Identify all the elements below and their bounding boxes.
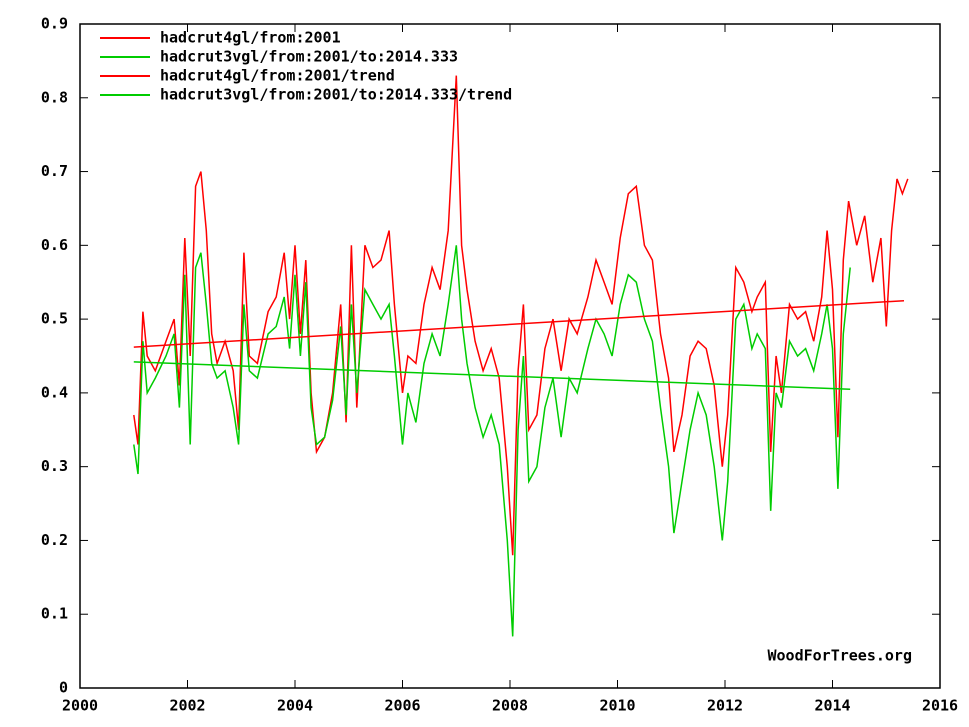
x-tick-label: 2016 [922, 697, 958, 715]
y-tick-label: 0.4 [41, 383, 68, 401]
y-tick-label: 0.9 [41, 15, 68, 33]
legend-label: hadcrut4gl/from:2001 [160, 29, 341, 47]
x-tick-label: 2004 [277, 697, 313, 715]
x-tick-label: 2008 [492, 697, 528, 715]
legend-label: hadcrut3vgl/from:2001/to:2014.333/trend [160, 86, 512, 104]
x-tick-label: 2014 [814, 697, 850, 715]
y-tick-label: 0.6 [41, 236, 68, 254]
x-tick-label: 2010 [599, 697, 635, 715]
x-tick-label: 2012 [707, 697, 743, 715]
y-tick-label: 0.2 [41, 531, 68, 549]
x-tick-label: 2006 [384, 697, 420, 715]
data-line [133, 75, 909, 556]
annotation: WoodForTrees.org [768, 647, 913, 665]
y-tick-label: 0.1 [41, 605, 68, 623]
y-tick-label: 0.7 [41, 162, 68, 180]
data-line [133, 299, 905, 348]
y-tick-label: 0 [59, 679, 68, 697]
y-tick-label: 0.5 [41, 310, 68, 328]
data-line [133, 361, 851, 390]
legend-label: hadcrut4gl/from:2001/trend [160, 67, 395, 85]
x-tick-label: 2000 [62, 697, 98, 715]
x-tick-label: 2002 [169, 697, 205, 715]
data-line [133, 245, 851, 637]
legend-label: hadcrut3vgl/from:2001/to:2014.333 [160, 48, 458, 66]
y-tick-label: 0.8 [41, 88, 68, 106]
y-tick-label: 0.3 [41, 457, 68, 475]
